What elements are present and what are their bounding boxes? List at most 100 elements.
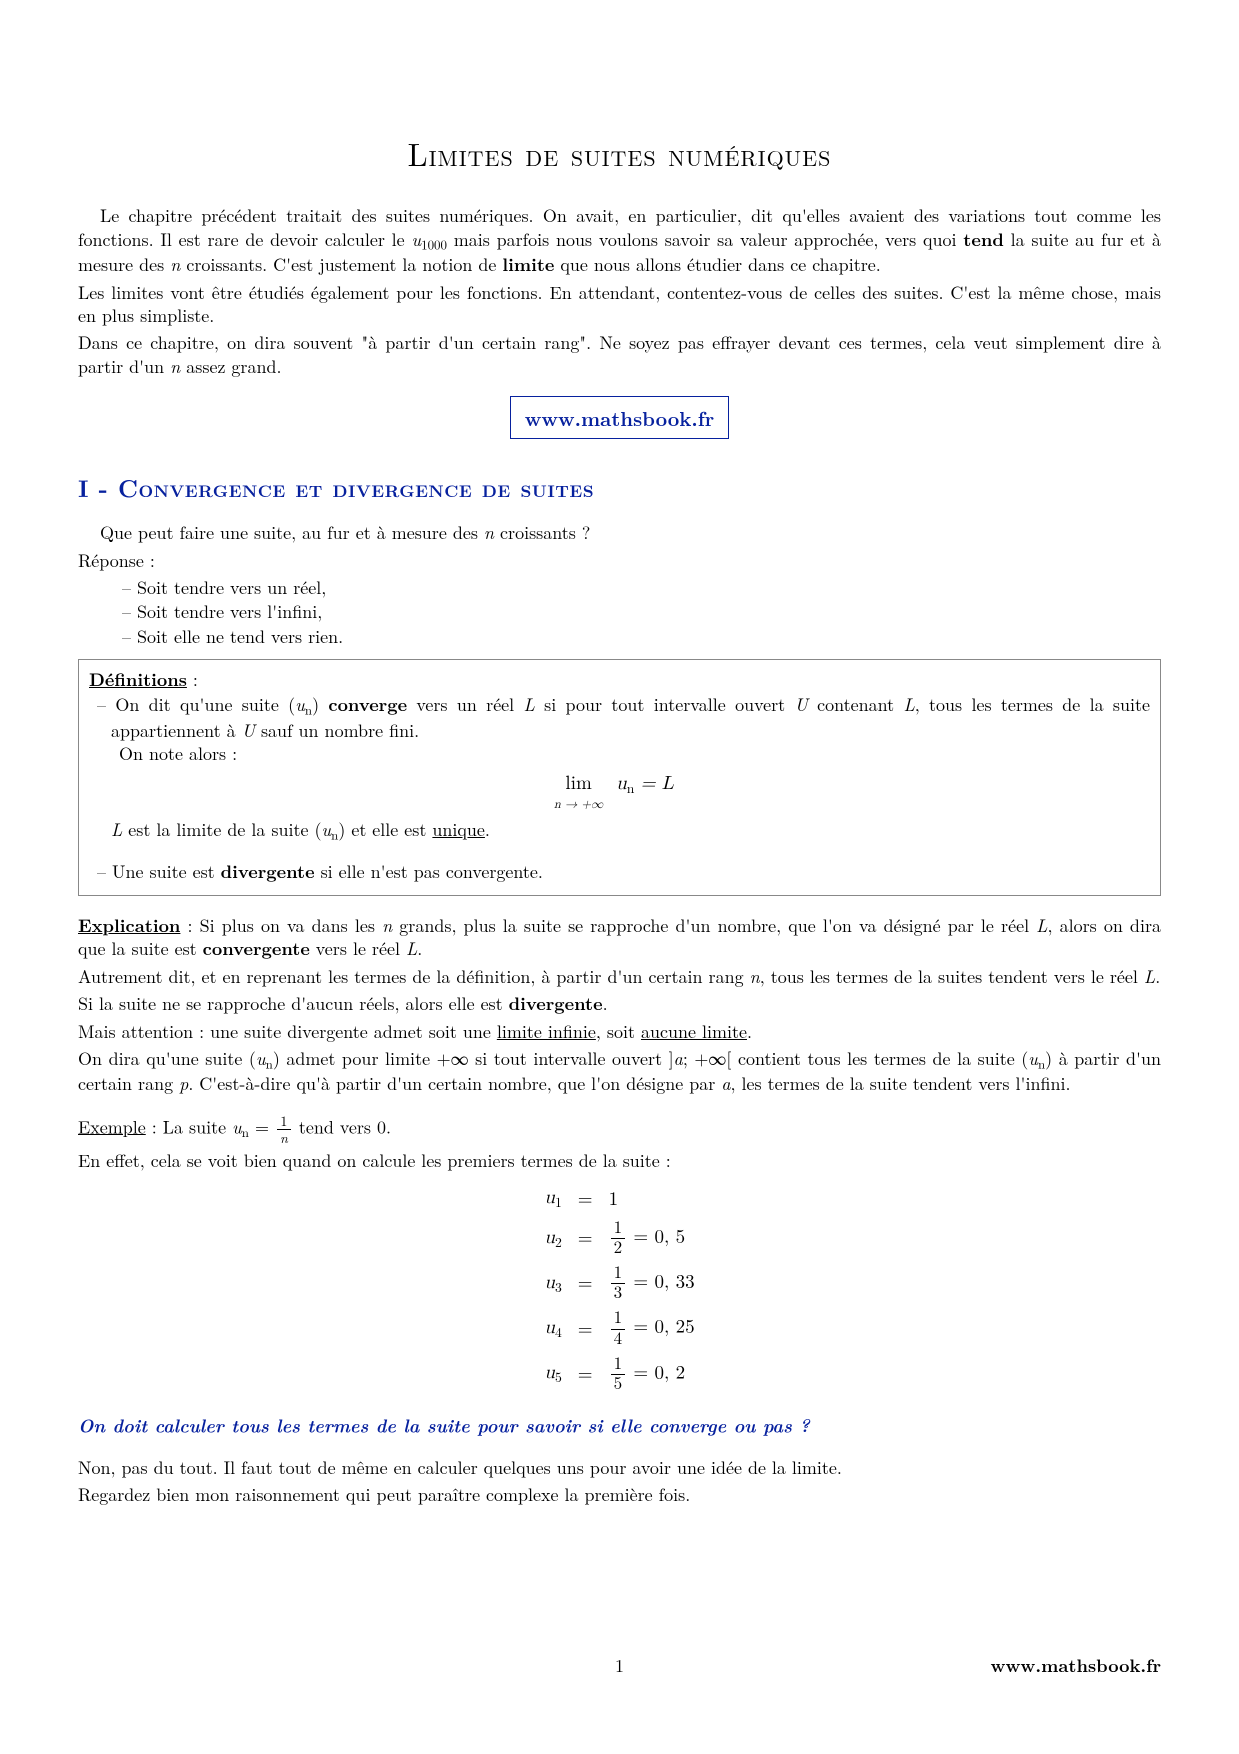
limit-equation: lim n → +∞ un = L bbox=[89, 772, 1150, 799]
equals: = bbox=[570, 1216, 601, 1261]
text: tend vers 0. bbox=[293, 1114, 391, 1139]
bold-text: converge bbox=[328, 692, 407, 717]
math-sub: 4 bbox=[555, 1326, 562, 1340]
math-var: u bbox=[411, 227, 421, 252]
main-title: Limites de suites numériques bbox=[78, 131, 1161, 176]
math-var: u bbox=[1028, 1046, 1038, 1071]
text: Que peut faire une suite, au fur et à me… bbox=[100, 520, 484, 545]
math-var: u bbox=[544, 1363, 555, 1382]
table-row: u2 = 12 = 0, 5 bbox=[536, 1216, 702, 1261]
math-var: u bbox=[256, 1046, 266, 1071]
math-var: L bbox=[1144, 964, 1155, 989]
math-sub: 1000 bbox=[421, 234, 447, 253]
equals: = bbox=[570, 1352, 601, 1397]
definition-item-2: Une suite est divergente si elle n'est p… bbox=[89, 860, 1150, 883]
list-item: Soit elle ne tend vers rien. bbox=[122, 625, 1161, 649]
text: est la limite de la suite ( bbox=[122, 817, 321, 842]
explication-paragraph-4: Mais attention : une suite divergente ad… bbox=[78, 1020, 1161, 1043]
text: si elle n'est pas convergente. bbox=[315, 859, 543, 884]
denominator: 4 bbox=[611, 1330, 626, 1348]
text: : La suite bbox=[146, 1114, 232, 1139]
answer-paragraph-2: Regardez bien mon raisonnement qui peut … bbox=[78, 1483, 1161, 1506]
math-var: u bbox=[616, 774, 627, 793]
math-var: a bbox=[721, 1071, 730, 1096]
math-var: u bbox=[295, 692, 305, 717]
text: . C'est-à-dire qu'à partir d'un certain … bbox=[188, 1071, 721, 1096]
math-var: L bbox=[406, 936, 417, 961]
text: que nous allons étudier dans ce chapitre… bbox=[554, 252, 880, 277]
text: Autrement dit, et en reprenant les terme… bbox=[78, 964, 750, 989]
text: = L bbox=[634, 774, 673, 793]
definitions-title: Définitions bbox=[89, 667, 187, 692]
website-link[interactable]: www.mathsbook.fr bbox=[510, 396, 729, 439]
numerator: 1 bbox=[611, 1265, 626, 1284]
limit-unique-line: L est la limite de la suite (un) et elle… bbox=[89, 818, 1150, 843]
math-var: p bbox=[179, 1071, 188, 1096]
math-var: u bbox=[544, 1273, 555, 1292]
exemple-label: Exemple bbox=[78, 1114, 146, 1139]
text: , soit bbox=[596, 1019, 641, 1044]
footer-site: www.mathsbook.fr bbox=[990, 1653, 1161, 1678]
math-var: n bbox=[382, 913, 392, 938]
text: Mais attention : une suite divergente ad… bbox=[78, 1019, 497, 1044]
math-var: a bbox=[674, 1046, 683, 1071]
math-sub: 5 bbox=[555, 1371, 562, 1385]
reponse-label: Réponse : bbox=[78, 549, 1161, 572]
math-var: U bbox=[794, 692, 807, 717]
text: Une suite est bbox=[112, 859, 221, 884]
math-var: L bbox=[111, 817, 122, 842]
section-heading-1: I - Convergence et divergence de suites bbox=[78, 471, 1161, 505]
linkbox-container: www.mathsbook.fr bbox=[78, 396, 1161, 439]
text: On dira qu'une suite ( bbox=[78, 1046, 256, 1071]
text: croissants ? bbox=[494, 520, 590, 545]
text: . bbox=[603, 991, 608, 1016]
fraction: 14 bbox=[611, 1310, 626, 1347]
intro-paragraph-2: Les limites vont être étudiés également … bbox=[78, 281, 1161, 328]
list-item: Soit tendre vers un réel, bbox=[122, 576, 1161, 600]
bold-text: tend bbox=[963, 227, 1004, 252]
text: contenant bbox=[808, 692, 904, 717]
math-var: n bbox=[750, 964, 760, 989]
text: sauf un nombre fini. bbox=[255, 718, 419, 743]
math-sub: n bbox=[266, 1054, 273, 1073]
numerator: 1 bbox=[611, 1220, 626, 1239]
fraction: 15 bbox=[611, 1356, 626, 1393]
explication-paragraph-5: On dira qu'une suite (un) admet pour lim… bbox=[78, 1047, 1161, 1096]
text: . bbox=[1155, 964, 1160, 989]
value: = 0, 25 bbox=[627, 1318, 695, 1337]
fraction: 13 bbox=[611, 1265, 626, 1302]
table-row: u3 = 13 = 0, 33 bbox=[536, 1261, 702, 1306]
answer-paragraph-1: Non, pas du tout. Il faut tout de même e… bbox=[78, 1456, 1161, 1479]
math-sub: 2 bbox=[555, 1236, 562, 1250]
value: = 0, 33 bbox=[627, 1273, 695, 1292]
equals: = bbox=[570, 1306, 601, 1351]
text: . bbox=[747, 1019, 752, 1044]
text: On note alors : bbox=[111, 742, 1150, 765]
fraction: 1n bbox=[277, 1114, 291, 1145]
explication-paragraph-1: Explication : Si plus on va dans les n g… bbox=[78, 914, 1161, 961]
rhetorical-question: On doit calculer tous les termes de la s… bbox=[78, 1411, 1161, 1438]
math-var: u bbox=[321, 817, 331, 842]
denominator: 5 bbox=[611, 1375, 626, 1393]
text: Si la suite ne se rapproche d'aucun réel… bbox=[78, 991, 509, 1016]
table-row: u4 = 14 = 0, 25 bbox=[536, 1306, 702, 1351]
underlined-text: unique bbox=[432, 817, 485, 842]
text: ; +∞[ contient tous les termes de la sui… bbox=[683, 1046, 1028, 1071]
intro-paragraph-1: Le chapitre précédent traitait des suite… bbox=[78, 204, 1161, 276]
value: = 0, 2 bbox=[627, 1363, 685, 1382]
math-var: L bbox=[524, 692, 535, 717]
denominator: 2 bbox=[611, 1239, 626, 1257]
denominator: 3 bbox=[611, 1284, 626, 1302]
text: On dit qu'une suite ( bbox=[115, 692, 295, 717]
math-sub: n bbox=[305, 700, 312, 719]
math-sub: n bbox=[242, 1122, 249, 1141]
page-footer: 1 www.mathsbook.fr bbox=[78, 1653, 1161, 1678]
text: : bbox=[187, 667, 198, 692]
math-var: n bbox=[484, 520, 494, 545]
math-var: u bbox=[544, 1318, 555, 1337]
reponse-list: Soit tendre vers un réel, Soit tendre ve… bbox=[78, 576, 1161, 649]
text: croissants. C'est justement la notion de bbox=[180, 252, 502, 277]
lim-symbol: lim bbox=[565, 774, 591, 793]
fraction: 12 bbox=[611, 1220, 626, 1257]
document-page: Limites de suites numériques Le chapitre… bbox=[0, 0, 1239, 1571]
